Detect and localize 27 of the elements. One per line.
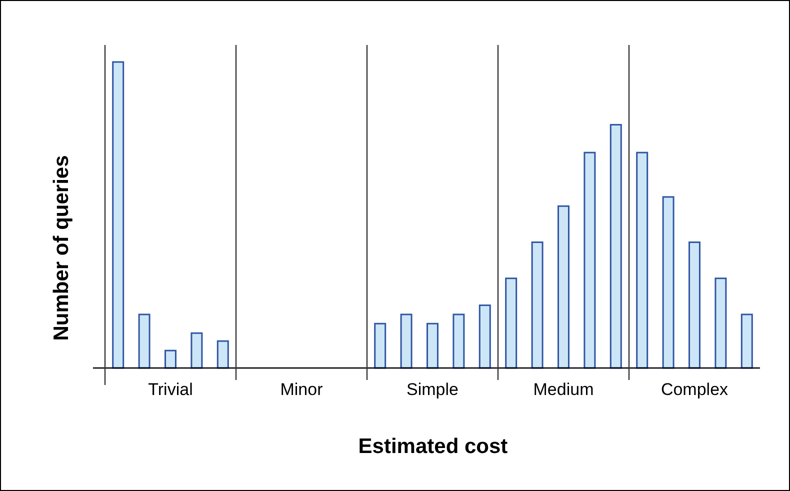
x-tick-label: Trivial	[148, 380, 193, 399]
x-tick-label: Minor	[280, 380, 324, 399]
bar	[505, 278, 518, 369]
bar	[636, 152, 648, 369]
bar	[740, 314, 753, 369]
bar	[610, 124, 622, 369]
bar	[216, 340, 229, 369]
bar	[374, 322, 386, 369]
bar	[662, 196, 674, 369]
bar	[584, 152, 596, 369]
bar	[112, 61, 124, 369]
bar	[452, 314, 465, 369]
bar	[478, 304, 491, 369]
x-axis-title: Estimated cost	[358, 435, 508, 458]
bar	[688, 241, 700, 369]
bar	[164, 350, 176, 369]
bar	[426, 322, 438, 369]
bar	[190, 332, 203, 369]
x-tick-label: Complex	[660, 380, 729, 399]
bar	[400, 314, 412, 369]
bar	[714, 278, 727, 369]
x-tick-label: Simple	[406, 380, 458, 399]
bar	[558, 205, 570, 369]
bar	[531, 241, 544, 369]
x-tick-label: Medium	[533, 380, 594, 399]
bar	[138, 314, 150, 369]
y-axis-title: Number of queries	[50, 155, 73, 341]
